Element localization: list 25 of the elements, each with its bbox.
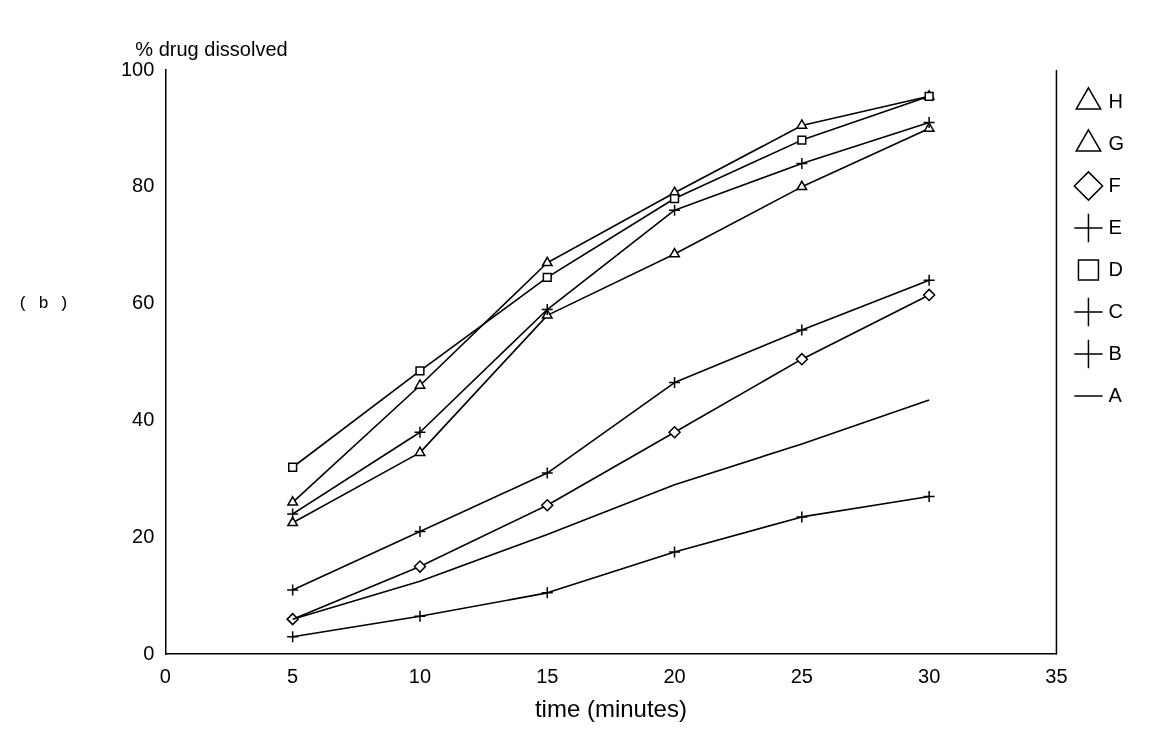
legend-label: C bbox=[1108, 299, 1123, 322]
y-tick-label: 100 bbox=[120, 57, 155, 80]
x-tick-label: 25 bbox=[790, 664, 813, 687]
legend-label: B bbox=[1108, 341, 1122, 364]
x-tick-label: 15 bbox=[536, 664, 559, 687]
y-tick-label: 40 bbox=[132, 408, 155, 431]
x-tick-label: 10 bbox=[408, 664, 432, 687]
x-tick-label: 35 bbox=[1045, 664, 1068, 687]
y-tick-label: 20 bbox=[132, 524, 155, 547]
y-axis-title: % drug dissolved bbox=[135, 37, 288, 60]
y-tick-label: 0 bbox=[143, 641, 155, 664]
x-tick-label: 30 bbox=[918, 664, 941, 687]
y-tick-label: 60 bbox=[132, 291, 155, 314]
text: ( b ) bbox=[18, 294, 70, 314]
x-axis-title: time (minutes) bbox=[534, 695, 687, 723]
x-tick-label: 20 bbox=[663, 664, 686, 687]
legend-label: G bbox=[1108, 131, 1125, 154]
legend-label: F bbox=[1108, 173, 1121, 196]
legend-label: H bbox=[1108, 89, 1123, 112]
x-tick-label: 0 bbox=[159, 664, 171, 687]
legend-label: A bbox=[1108, 383, 1123, 406]
legend-label: E bbox=[1108, 215, 1122, 238]
x-tick-label: 5 bbox=[287, 664, 299, 687]
legend-label: D bbox=[1108, 257, 1123, 280]
y-tick-label: 80 bbox=[132, 174, 155, 197]
